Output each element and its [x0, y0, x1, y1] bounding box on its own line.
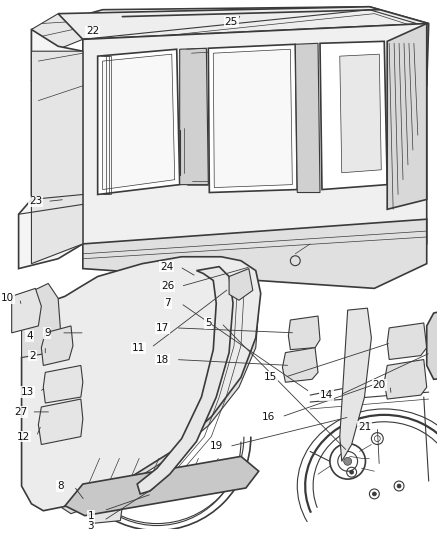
Text: 23: 23 [29, 197, 42, 206]
Text: 15: 15 [264, 373, 277, 382]
Text: 13: 13 [21, 387, 34, 397]
Polygon shape [83, 219, 427, 288]
Text: 5: 5 [205, 318, 212, 328]
Polygon shape [88, 481, 122, 523]
Polygon shape [98, 49, 180, 195]
Polygon shape [58, 7, 429, 39]
Polygon shape [320, 42, 387, 190]
Text: 26: 26 [161, 281, 174, 292]
Polygon shape [102, 54, 175, 190]
Text: 4: 4 [26, 331, 33, 341]
Polygon shape [18, 29, 83, 269]
Polygon shape [283, 348, 318, 382]
Circle shape [350, 470, 353, 474]
Text: 20: 20 [373, 380, 386, 390]
Circle shape [397, 484, 401, 488]
Text: 11: 11 [131, 343, 145, 353]
Polygon shape [164, 264, 249, 458]
Polygon shape [384, 360, 427, 399]
Text: 8: 8 [57, 481, 64, 491]
Polygon shape [12, 288, 41, 333]
Polygon shape [83, 23, 427, 269]
Text: 1: 1 [88, 511, 94, 521]
Text: 10: 10 [1, 293, 14, 303]
Polygon shape [208, 44, 297, 192]
Text: 14: 14 [320, 390, 334, 400]
Text: 17: 17 [156, 323, 170, 333]
Text: 2: 2 [29, 351, 36, 361]
Polygon shape [41, 326, 73, 366]
Text: 18: 18 [156, 354, 170, 365]
Text: 7: 7 [165, 298, 171, 308]
Text: 24: 24 [160, 262, 173, 272]
Text: 9: 9 [44, 328, 50, 338]
Text: 16: 16 [262, 412, 275, 422]
Polygon shape [21, 257, 261, 511]
Text: 19: 19 [210, 441, 223, 451]
Polygon shape [180, 49, 208, 184]
Polygon shape [229, 269, 253, 300]
Polygon shape [387, 323, 427, 360]
Polygon shape [213, 49, 292, 188]
Polygon shape [137, 266, 233, 494]
Polygon shape [32, 51, 83, 264]
Polygon shape [427, 306, 438, 379]
Polygon shape [48, 474, 93, 514]
Polygon shape [340, 308, 371, 462]
Polygon shape [98, 257, 259, 494]
Text: 21: 21 [358, 422, 371, 432]
Polygon shape [39, 399, 83, 445]
Polygon shape [43, 366, 83, 403]
Text: 3: 3 [88, 521, 94, 530]
Polygon shape [387, 23, 427, 209]
Polygon shape [21, 284, 61, 358]
Polygon shape [65, 456, 259, 515]
Polygon shape [295, 43, 320, 192]
Polygon shape [32, 14, 83, 51]
Circle shape [372, 492, 376, 496]
Polygon shape [288, 316, 320, 350]
Text: 27: 27 [14, 407, 27, 417]
Text: 22: 22 [86, 27, 99, 36]
Text: 12: 12 [17, 432, 30, 442]
Polygon shape [68, 318, 127, 358]
Circle shape [344, 457, 352, 465]
Polygon shape [340, 54, 381, 173]
Text: 25: 25 [224, 17, 238, 27]
